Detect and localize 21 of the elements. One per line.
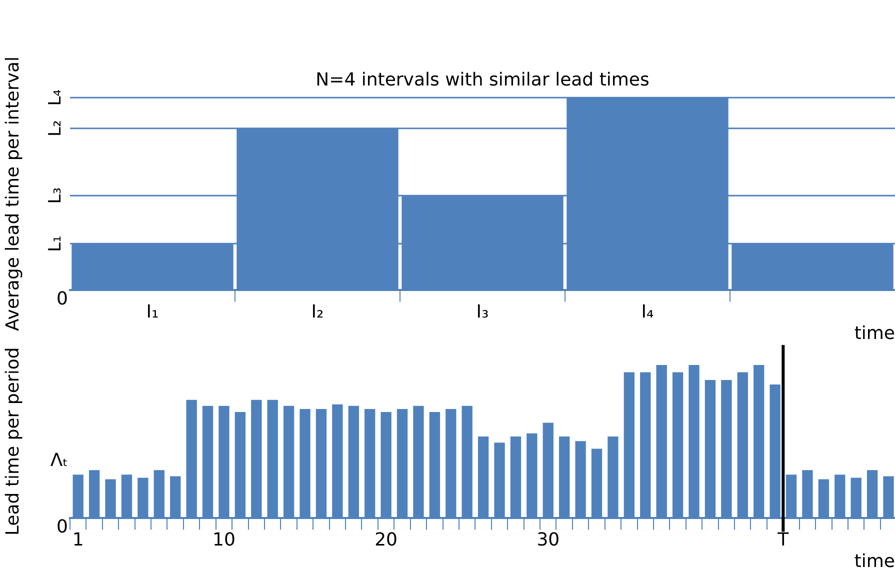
text: 0 [56, 288, 68, 310]
x-tick-label: I₁ [146, 301, 159, 322]
ref-line-label: L₁ [45, 236, 66, 252]
x-tick-label: I₂ [311, 301, 324, 322]
x-tick-label: T [776, 529, 790, 550]
x-tick-label: 10 [212, 529, 236, 550]
x-tick-label: 30 [536, 529, 560, 550]
ref-line-label: L₂ [45, 120, 66, 136]
x-tick-label: I₄ [641, 301, 654, 322]
x-tick-label: 1 [72, 529, 84, 550]
y-axis-title: Lead time per period [2, 347, 24, 536]
x-axis-title: time [854, 550, 895, 572]
ref-line-label: L₄ [45, 89, 66, 106]
x-tick-label: 20 [374, 529, 398, 550]
chart-title: N=4 intervals with similar lead times [316, 69, 650, 90]
text: 0 [56, 516, 68, 538]
ref-line-label: L₃ [45, 187, 66, 204]
y-axis-title: Average lead time per interval [2, 56, 24, 331]
text: Λₜ [50, 450, 68, 471]
x-axis-title: time [854, 322, 895, 344]
x-tick-label: I₃ [476, 301, 489, 322]
